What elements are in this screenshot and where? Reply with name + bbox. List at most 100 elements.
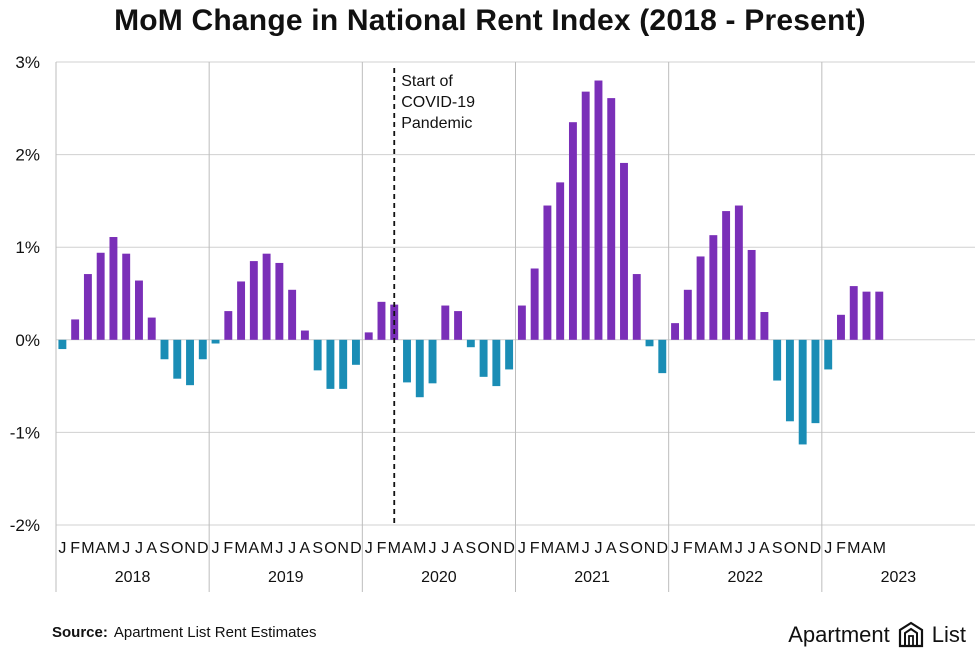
bar xyxy=(224,311,233,340)
bar xyxy=(734,205,743,340)
source-text: Apartment List Rent Estimates xyxy=(113,624,317,641)
bars xyxy=(58,80,884,445)
month-tick-label: M xyxy=(873,540,886,557)
bar xyxy=(658,339,667,374)
bar xyxy=(479,339,488,377)
bar xyxy=(300,330,309,340)
month-tick-label: A xyxy=(249,540,260,557)
covid-annotation: Start of COVID-19 Pandemic xyxy=(393,68,475,525)
bar xyxy=(377,301,386,340)
bar xyxy=(211,339,220,344)
bar xyxy=(837,314,845,340)
bar xyxy=(594,80,603,340)
month-tick-label: M xyxy=(81,540,94,557)
month-tick-label: F xyxy=(683,540,693,557)
chart-title: MoM Change in National Rent Index (2018 … xyxy=(114,4,866,37)
bar xyxy=(428,339,437,384)
bar xyxy=(773,339,782,381)
bar xyxy=(173,339,182,379)
month-tick-label: M xyxy=(234,540,247,557)
month-tick-label: J xyxy=(122,540,130,557)
bar xyxy=(530,268,539,340)
bar xyxy=(683,289,692,340)
month-tick-label: J xyxy=(135,540,143,557)
bar xyxy=(415,339,424,398)
month-tick-label: J xyxy=(748,540,756,557)
month-tick-label: N xyxy=(337,540,349,557)
bar xyxy=(505,339,514,370)
apartment-list-logo: Apartment List xyxy=(788,620,966,650)
month-tick-label: F xyxy=(223,540,233,557)
bar xyxy=(339,339,348,389)
month-tick-label: M xyxy=(541,540,554,557)
month-tick-label: F xyxy=(836,540,846,557)
month-tick-label: M xyxy=(388,540,401,557)
month-tick-label: D xyxy=(350,540,362,557)
month-tick-label: A xyxy=(606,540,617,557)
bar xyxy=(71,319,80,340)
bar xyxy=(709,235,718,340)
month-tick-label: J xyxy=(671,540,679,557)
month-tick-label: S xyxy=(772,540,783,557)
month-tick-label: F xyxy=(530,540,540,557)
month-tick-label: D xyxy=(503,540,515,557)
y-axis-labels: 3% 2% 1% 0% -1% -2% xyxy=(10,53,40,535)
bar xyxy=(454,311,463,340)
bar xyxy=(147,317,156,340)
bar xyxy=(696,256,705,340)
month-tick-label: N xyxy=(491,540,503,557)
bar xyxy=(135,280,143,340)
month-tick-label: M xyxy=(413,540,426,557)
month-tick-label: A xyxy=(555,540,566,557)
month-tick-label: A xyxy=(453,540,464,557)
month-tick-label: M xyxy=(694,540,707,557)
bar xyxy=(798,339,807,445)
bar xyxy=(785,339,794,422)
month-tick-label: J xyxy=(824,540,832,557)
bar xyxy=(466,339,475,348)
bar xyxy=(122,253,131,340)
bar xyxy=(160,339,169,360)
month-tick-label: A xyxy=(146,540,157,557)
bar xyxy=(811,339,820,424)
bar xyxy=(760,312,769,340)
month-tick-label: O xyxy=(477,540,489,557)
bar xyxy=(326,339,335,389)
bar xyxy=(632,274,641,340)
month-tick-label: J xyxy=(441,540,449,557)
month-tick-label: A xyxy=(402,540,413,557)
bar xyxy=(403,339,411,383)
y-tick-label: 1% xyxy=(15,238,40,257)
month-tick-label: J xyxy=(275,540,283,557)
apartment-list-icon xyxy=(898,621,923,648)
source-note: Source: Apartment List Rent Estimates xyxy=(52,624,316,641)
bar xyxy=(492,339,501,387)
bar xyxy=(517,305,526,340)
bar xyxy=(645,339,654,347)
month-tick-label: S xyxy=(619,540,630,557)
month-tick-label: D xyxy=(657,540,669,557)
bar xyxy=(109,237,118,340)
bar xyxy=(568,122,577,340)
bar xyxy=(58,339,67,350)
month-tick-label: J xyxy=(429,540,437,557)
bar xyxy=(249,261,258,340)
month-tick-label: A xyxy=(300,540,311,557)
year-label: 2019 xyxy=(268,569,304,586)
logo-text-left: Apartment xyxy=(788,622,890,647)
year-label: 2020 xyxy=(421,569,457,586)
annotation-text: Start of xyxy=(401,73,453,90)
bar xyxy=(262,253,271,340)
bar xyxy=(275,262,284,340)
bar xyxy=(607,98,616,340)
month-tick-label: A xyxy=(861,540,872,557)
y-tick-label: -2% xyxy=(10,516,40,535)
bar xyxy=(581,91,590,340)
month-tick-label: A xyxy=(759,540,770,557)
source-label: Source: xyxy=(52,624,108,641)
y-tick-label: -1% xyxy=(10,423,40,442)
bar xyxy=(620,162,628,340)
bar xyxy=(849,286,858,340)
